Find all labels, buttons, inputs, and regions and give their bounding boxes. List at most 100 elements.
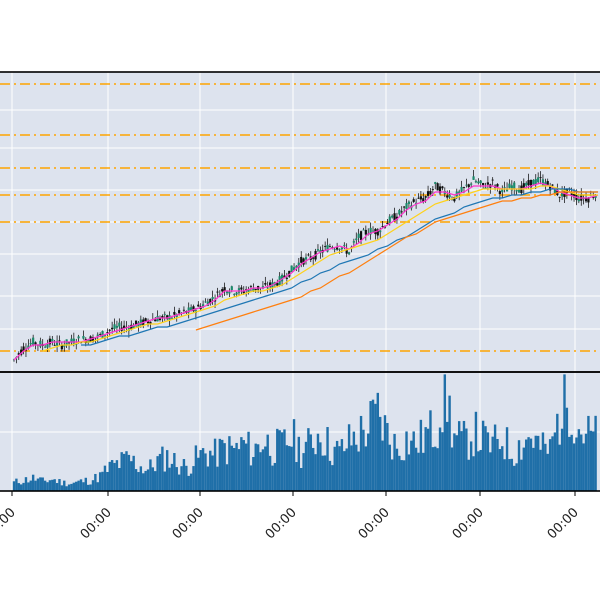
candle-body	[158, 317, 162, 320]
x-tick-label: 00:00	[170, 505, 207, 542]
volume-bar	[285, 445, 289, 491]
volume-bar	[142, 473, 145, 491]
candle-body	[122, 325, 126, 328]
candle-body	[264, 283, 267, 285]
candle-body	[99, 334, 102, 335]
candle-body	[213, 299, 217, 302]
volume-bar	[98, 472, 102, 491]
volume-bar	[400, 460, 403, 491]
volume-bar	[237, 449, 241, 491]
volume-bar	[149, 459, 152, 491]
volume-bar	[154, 471, 157, 491]
candle-body	[434, 182, 437, 184]
volume-bar	[376, 392, 380, 491]
candle-body	[438, 186, 442, 194]
volume-bar	[424, 427, 427, 491]
volume-bar	[91, 480, 95, 491]
candle-body	[115, 325, 119, 328]
volume-bar	[553, 432, 557, 491]
volume-bar	[41, 477, 44, 491]
volume-bar	[151, 467, 155, 491]
volume-bar	[221, 439, 224, 491]
candle-body	[70, 338, 73, 343]
volume-bar	[534, 435, 537, 491]
candle-body	[149, 321, 152, 325]
candle-body	[118, 322, 121, 327]
candle-body	[537, 177, 540, 183]
volume-bar	[228, 436, 231, 491]
candle-body	[465, 184, 468, 186]
volume-bar	[333, 446, 336, 491]
candle-body	[505, 188, 509, 192]
candle-body	[419, 196, 422, 200]
candle-body	[48, 338, 52, 345]
volume-bar	[297, 436, 301, 491]
volume-bar	[426, 428, 430, 491]
volume-bar	[548, 439, 552, 491]
candle-body	[268, 282, 272, 287]
volume-bar	[544, 443, 547, 491]
candle-body	[17, 353, 20, 355]
volume-bar	[67, 484, 71, 491]
candle-body	[106, 332, 109, 333]
candle-body	[235, 292, 238, 295]
volume-bar	[460, 431, 463, 491]
volume-bar	[364, 446, 368, 491]
volume-bar	[17, 483, 20, 491]
candle-body	[403, 206, 406, 208]
volume-bar	[517, 440, 521, 491]
candle-body	[163, 313, 166, 315]
volume-bar	[63, 480, 66, 491]
volume-bar	[582, 443, 585, 491]
volume-bar	[223, 443, 226, 491]
volume-bar	[144, 470, 147, 491]
candle-body	[503, 186, 506, 188]
volume-bar	[268, 455, 272, 491]
candle-body	[173, 311, 176, 315]
candle-body	[534, 179, 537, 185]
volume-bar	[592, 431, 595, 491]
candle-body	[379, 230, 382, 233]
volume-bar	[192, 466, 195, 491]
volume-bar	[570, 434, 573, 491]
volume-bar	[450, 447, 454, 491]
volume-bar	[314, 454, 317, 491]
volume-bar	[347, 424, 351, 491]
candle-body	[470, 183, 473, 185]
volume-bar	[371, 399, 375, 491]
volume-bar	[235, 442, 238, 491]
volume-bar	[118, 468, 121, 491]
volume-bar	[36, 478, 40, 491]
candle-body	[283, 275, 286, 278]
volume-bar	[441, 432, 444, 491]
volume-bar	[115, 460, 119, 491]
volume-bar	[79, 479, 83, 491]
volume-bar	[486, 432, 490, 491]
volume-bar	[386, 422, 389, 491]
candle-body	[405, 203, 408, 210]
candle-body	[426, 191, 430, 196]
moving-average-line	[42, 185, 598, 352]
volume-bar	[359, 415, 363, 491]
volume-bar	[271, 465, 274, 491]
volume-bar	[436, 448, 439, 491]
volume-bar	[70, 483, 73, 491]
volume-bar	[383, 415, 387, 491]
candle-body	[364, 229, 367, 235]
candle-body	[223, 287, 226, 292]
candle-body	[491, 179, 494, 181]
candle-body	[146, 321, 150, 324]
volume-bar	[12, 481, 16, 491]
volume-bar	[158, 453, 162, 491]
volume-bar	[278, 430, 281, 491]
candle-body	[252, 288, 255, 292]
volume-bar	[405, 431, 408, 491]
volume-bar	[264, 446, 267, 491]
candle-body	[529, 179, 533, 188]
panel-borders	[0, 71, 600, 492]
candle-body	[39, 340, 42, 347]
volume-bar	[189, 473, 193, 491]
candle-body	[362, 229, 365, 231]
volume-bar	[587, 415, 590, 491]
volume-bar	[65, 486, 68, 491]
